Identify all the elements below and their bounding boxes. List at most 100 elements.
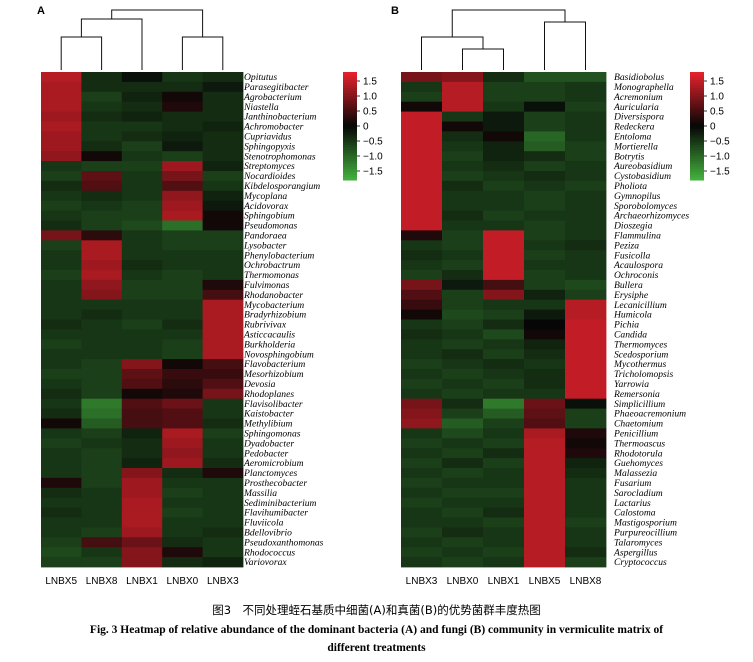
heatmap-cell <box>442 557 484 568</box>
row-label: Aeromicrobium <box>243 458 304 469</box>
heatmap-cell <box>401 171 443 182</box>
legend-gradient-band <box>690 174 704 178</box>
heatmap-cell <box>483 487 525 499</box>
row-label: Dyadobacter <box>243 438 294 449</box>
row-label: Auricularia <box>613 102 659 113</box>
legend-gradient-band <box>690 166 704 170</box>
row-label: Acidovorax <box>243 201 289 212</box>
heatmap-cell <box>442 517 484 528</box>
heatmap-cell <box>202 398 244 409</box>
heatmap-cell <box>442 537 484 548</box>
row-label: Rhodanobacter <box>243 290 303 301</box>
heatmap-cell <box>401 329 443 340</box>
heatmap-cell <box>41 91 82 103</box>
heatmap-cell <box>483 497 525 508</box>
heatmap-cell <box>162 557 203 568</box>
heatmap-cell <box>483 131 525 142</box>
heatmap-cell <box>162 91 203 103</box>
legend-gradient-band <box>690 155 704 159</box>
heatmap-cell <box>162 270 203 281</box>
row-label: Burkholderia <box>244 339 295 350</box>
heatmap-cell <box>401 497 443 508</box>
row-label: Calostoma <box>614 508 656 519</box>
figure-caption-english-line2: different treatments <box>327 642 426 654</box>
heatmap-cell <box>401 408 443 419</box>
row-label: Thermomonas <box>244 270 299 281</box>
heatmap-cell <box>524 497 566 508</box>
legend-gradient-band <box>690 77 704 81</box>
heatmap-cell <box>524 378 566 390</box>
heatmap-cell <box>162 438 203 449</box>
legend-gradient-band <box>343 177 357 181</box>
heatmap-cell <box>121 329 163 340</box>
legend-gradient-band <box>343 144 357 149</box>
heatmap-cell <box>524 72 566 83</box>
heatmap-cell <box>524 468 566 479</box>
row-label: Sphingomonas <box>244 429 301 440</box>
heatmap-cell <box>121 458 163 469</box>
heatmap-cell <box>162 527 203 538</box>
heatmap-cell <box>162 309 203 320</box>
heatmap-cell <box>524 91 566 103</box>
legend-gradient-band <box>690 144 704 149</box>
legend-gradient-band <box>343 82 357 86</box>
row-label: Ochrobactrum <box>244 260 300 271</box>
heatmap-cell <box>202 349 244 360</box>
heatmap-cell <box>121 497 163 508</box>
heatmap-cell <box>483 349 525 360</box>
heatmap-cell <box>524 309 566 320</box>
legend-gradient-band <box>343 88 357 92</box>
heatmap-cell <box>524 339 566 350</box>
heatmap-cell <box>483 438 525 449</box>
row-label: Monographella <box>613 82 674 93</box>
heatmap-cell <box>442 448 484 459</box>
heatmap-cell <box>401 428 443 439</box>
heatmap-cell <box>524 131 566 142</box>
heatmap-cell <box>483 111 525 122</box>
row-label: Janthinobacterium <box>244 112 317 123</box>
heatmap-cell <box>524 477 566 489</box>
heatmap-cell <box>81 72 123 83</box>
legend-gradient-band <box>343 123 357 127</box>
heatmap-cell <box>483 388 525 400</box>
heatmap-cell <box>483 507 525 518</box>
heatmap-cell <box>121 279 163 291</box>
heatmap-cell <box>162 418 203 429</box>
heatmap-cell <box>483 240 525 251</box>
heatmap-cell <box>524 260 566 271</box>
legend-tick-label: 1.0 <box>363 92 377 103</box>
legend-gradient-band <box>343 90 357 95</box>
legend-gradient-band <box>690 153 704 157</box>
heatmap-cell <box>121 270 163 281</box>
heatmap-cell <box>483 180 525 192</box>
heatmap-cell <box>202 180 244 192</box>
heatmap-cell <box>524 359 566 370</box>
heatmap-cell <box>202 299 244 310</box>
dendrogram-branch <box>60 36 103 70</box>
heatmap-cell <box>41 458 82 469</box>
heatmap-cell <box>41 517 82 528</box>
heatmap-cell <box>442 309 484 320</box>
legend-gradient-band <box>690 169 704 173</box>
column-label: LNBX3 <box>207 576 239 587</box>
heatmap-cell <box>202 468 244 479</box>
legend-gradient-band <box>343 120 357 124</box>
legend-tick-label: 0 <box>363 122 369 133</box>
heatmap-cell <box>565 398 607 409</box>
heatmap-cell <box>524 428 566 439</box>
heatmap-cell <box>442 438 484 449</box>
heatmap-cell <box>81 91 123 103</box>
row-label: Kaistobacter <box>243 409 294 420</box>
heatmap-cell <box>41 349 82 360</box>
heatmap-cell <box>524 220 566 231</box>
heatmap-cell <box>442 220 484 231</box>
heatmap-cell <box>483 329 525 340</box>
heatmap-cell <box>121 557 163 568</box>
heatmap-cell <box>442 369 484 380</box>
legend-gradient-band <box>343 93 357 97</box>
heatmap-cell <box>41 507 82 518</box>
heatmap-cell <box>81 557 123 568</box>
heatmap-cell <box>565 507 607 518</box>
legend-gradient-band <box>343 166 357 170</box>
heatmap-cell <box>524 418 566 429</box>
